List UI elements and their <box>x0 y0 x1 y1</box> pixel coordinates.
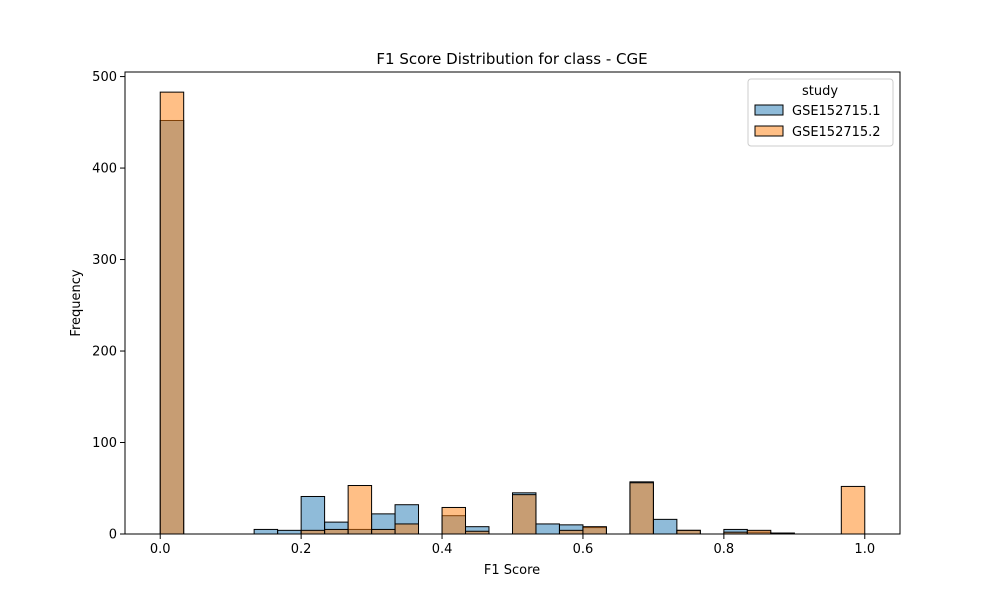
y-axis: 0 100 200 300 400 500 <box>92 70 125 543</box>
series-2-bars <box>159 91 866 535</box>
y-tick-label: 100 <box>92 436 117 451</box>
bar-series-2-bin-21 <box>629 482 654 535</box>
x-tick-label: 0.2 <box>291 542 312 557</box>
bar-series-2-bin-8 <box>324 528 349 535</box>
bar-series-2-bin-9 <box>347 485 373 535</box>
bars-layer <box>159 91 866 535</box>
bar-series-2-bin-13 <box>441 506 467 535</box>
bar-series-2-bin-26 <box>746 529 772 535</box>
plot-frame <box>124 71 901 535</box>
x-tick-label: 0.8 <box>714 542 735 557</box>
bar-series-1-bin-6 <box>277 529 302 535</box>
x-axis: 0.0 0.2 0.4 0.6 0.8 1.0 <box>150 534 875 557</box>
series-1-bars <box>159 119 795 535</box>
legend-label-series-1: GSE152715.1 <box>792 104 881 119</box>
bar-series-2-bin-30 <box>840 485 866 535</box>
legend-swatch-series-1 <box>754 104 784 116</box>
bar-series-2-bin-11 <box>394 523 420 535</box>
chart-title: F1 Score Distribution for class - CGE <box>376 50 647 68</box>
y-tick-label: 300 <box>92 253 117 268</box>
legend-title: study <box>802 84 838 99</box>
x-tick-label: 1.0 <box>854 542 875 557</box>
bar-series-2-bin-16 <box>512 494 537 535</box>
x-axis-label: F1 Score <box>484 563 540 578</box>
bar-series-1-bin-7 <box>300 495 326 535</box>
bar-series-2-bin-1 <box>159 91 185 535</box>
bar-series-2-bin-10 <box>371 528 396 535</box>
bar-series-2-bin-19 <box>582 526 607 535</box>
y-tick-label: 400 <box>92 162 117 177</box>
bar-series-1-bin-17 <box>535 523 560 535</box>
legend-swatch-series-2 <box>754 125 784 137</box>
x-tick-label: 0.4 <box>432 542 453 557</box>
legend: study GSE152715.1 GSE152715.2 <box>747 78 894 147</box>
bar-series-1-bin-5 <box>253 528 279 535</box>
y-tick-label: 500 <box>92 70 117 85</box>
legend-label-series-2: GSE152715.2 <box>792 125 881 140</box>
y-tick-label: 0 <box>109 528 117 543</box>
bar-series-2-bin-7 <box>300 529 326 535</box>
x-tick-label: 0.0 <box>150 542 171 557</box>
y-axis-label: Frequency <box>69 269 84 336</box>
bar-series-2-bin-18 <box>558 529 584 535</box>
legend-box <box>747 78 894 147</box>
bar-series-2-bin-23 <box>676 529 701 535</box>
x-tick-label: 0.6 <box>573 542 594 557</box>
y-tick-label: 200 <box>92 345 117 360</box>
bar-series-1-bin-22 <box>652 518 678 535</box>
